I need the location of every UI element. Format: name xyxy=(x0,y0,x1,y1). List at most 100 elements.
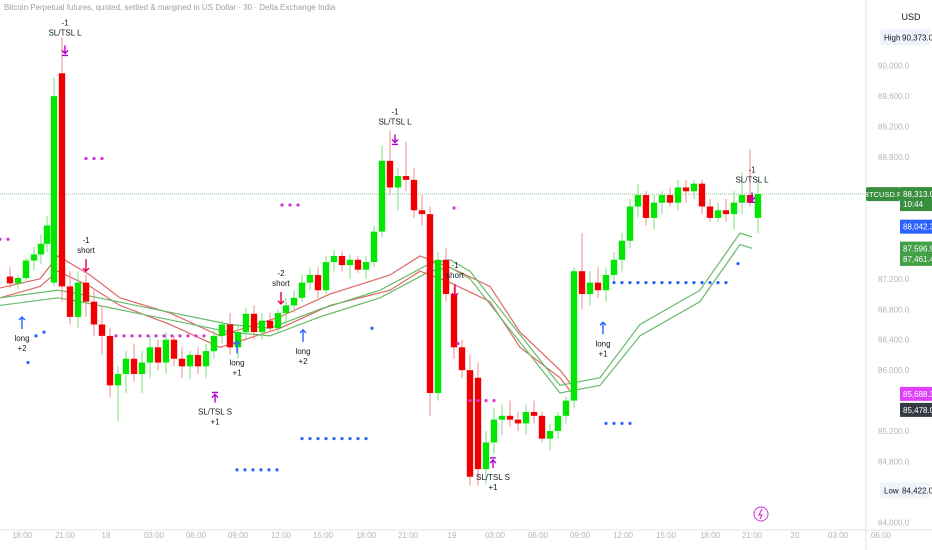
signal-dot xyxy=(308,437,312,441)
candle-body xyxy=(474,377,482,470)
candle-body xyxy=(490,419,498,443)
x-tick-label: 18:00 xyxy=(356,531,377,540)
candle-body xyxy=(6,276,14,284)
exit-short-label: SL/TSL S xyxy=(198,408,232,417)
sell-arrow-icon xyxy=(82,259,90,273)
price-label-value: 85,478.0 xyxy=(903,406,932,415)
signal-dot xyxy=(604,421,608,426)
exit-long-label: SL/TSL L xyxy=(378,117,412,126)
candle-body xyxy=(722,210,730,215)
signal-dot xyxy=(202,334,206,338)
x-tick-label: 06:00 xyxy=(186,531,207,540)
signal-dot xyxy=(476,398,480,403)
sell-signal-label: short xyxy=(272,279,291,288)
candle-body xyxy=(618,240,626,260)
signal-dot xyxy=(122,334,126,338)
candle-body xyxy=(570,271,578,401)
candle-body xyxy=(170,339,178,359)
price-label-value: 87,461.4 xyxy=(903,255,932,264)
y-tick-label: 90,000.0 xyxy=(878,62,910,71)
candle-body xyxy=(290,297,298,306)
exit-long-arrow-icon xyxy=(391,134,399,146)
currency-button[interactable]: USD xyxy=(901,12,921,22)
signal-dot xyxy=(364,437,368,441)
exit-long-arrow-icon xyxy=(748,192,756,204)
buy-arrow-icon xyxy=(299,328,307,342)
signal-dot xyxy=(84,156,88,161)
sell-signal-label: -1 xyxy=(82,236,90,245)
candle-body xyxy=(50,96,58,283)
sell-signal-label: -2 xyxy=(277,269,285,278)
candle-body xyxy=(266,320,274,329)
signal-dot xyxy=(34,334,38,338)
x-tick-label: 06:00 xyxy=(528,531,549,540)
signal-dot xyxy=(348,437,352,441)
candle-body xyxy=(58,73,66,287)
y-tick-label: 84,000.0 xyxy=(878,518,910,527)
y-tick-label: 85,200.0 xyxy=(878,427,910,436)
candle-body xyxy=(258,320,266,333)
candle-body xyxy=(98,324,106,336)
candle-body xyxy=(482,442,490,470)
bar-countdown: 10:44 xyxy=(903,200,924,209)
candle-body xyxy=(666,195,674,203)
candle-body xyxy=(37,243,45,255)
x-tick-label: 18 xyxy=(102,531,111,540)
signal-dot xyxy=(652,281,656,285)
candles xyxy=(6,37,762,486)
candle-body xyxy=(162,339,170,363)
candle-body xyxy=(642,195,650,218)
x-tick-label: 15:00 xyxy=(313,531,334,540)
x-tick-label: 19 xyxy=(448,531,457,540)
price-label-symbol: BTCUSD.P 88,313.010:44 xyxy=(864,187,932,212)
candle-body xyxy=(530,412,538,416)
price-label-blue: 88,042.3 xyxy=(900,219,932,234)
y-tick-label: 89,600.0 xyxy=(878,92,910,101)
signal-dot xyxy=(620,421,624,426)
candle-body xyxy=(602,275,610,291)
candle-body xyxy=(66,286,74,317)
signal-dot xyxy=(628,281,632,285)
x-tick-label: 03:00 xyxy=(144,531,165,540)
candle-body xyxy=(362,262,370,270)
sell-signal-label: short xyxy=(77,246,96,255)
candle-body xyxy=(594,282,602,291)
candle-body xyxy=(130,358,138,374)
signal-dot xyxy=(26,360,30,365)
candle-body xyxy=(202,351,210,367)
signal-dot xyxy=(235,468,239,472)
signal-dot xyxy=(267,468,271,472)
candle-body xyxy=(330,255,338,263)
events-icon xyxy=(753,506,769,522)
signal-dot xyxy=(146,334,150,338)
x-tick-label: 21:00 xyxy=(398,531,419,540)
signal-dot xyxy=(484,398,488,403)
signal-dot xyxy=(340,437,344,441)
price-label-value: 87,596.9 xyxy=(903,245,932,254)
candle-body xyxy=(90,301,98,325)
y-tick-label: 86,000.0 xyxy=(878,366,910,375)
signal-dot xyxy=(300,437,304,441)
candle-body xyxy=(538,415,546,439)
candle-body xyxy=(22,260,30,279)
buy-signal-label: long xyxy=(229,358,244,367)
signal-dot xyxy=(492,398,496,403)
exit-long-arrow-icon xyxy=(61,45,69,57)
exit-short-arrow-icon xyxy=(211,391,219,403)
candle-body xyxy=(674,187,682,203)
sell-arrow-icon xyxy=(277,291,285,305)
x-tick-label: 20 xyxy=(791,531,800,540)
candle-body xyxy=(690,183,698,192)
candle-body xyxy=(578,271,586,295)
signal-dot xyxy=(170,334,174,338)
indicator-line-1 xyxy=(0,270,573,394)
x-tick-label: 03:00 xyxy=(828,531,849,540)
buy-arrow-icon xyxy=(18,315,26,329)
signal-dot xyxy=(708,281,712,285)
y-tick-label: 88,800.0 xyxy=(878,153,910,162)
candle-body xyxy=(698,183,706,207)
x-tick-label: 03:00 xyxy=(485,531,506,540)
price-label-value: 90,373.0 xyxy=(902,33,932,42)
candle-body xyxy=(322,262,330,291)
